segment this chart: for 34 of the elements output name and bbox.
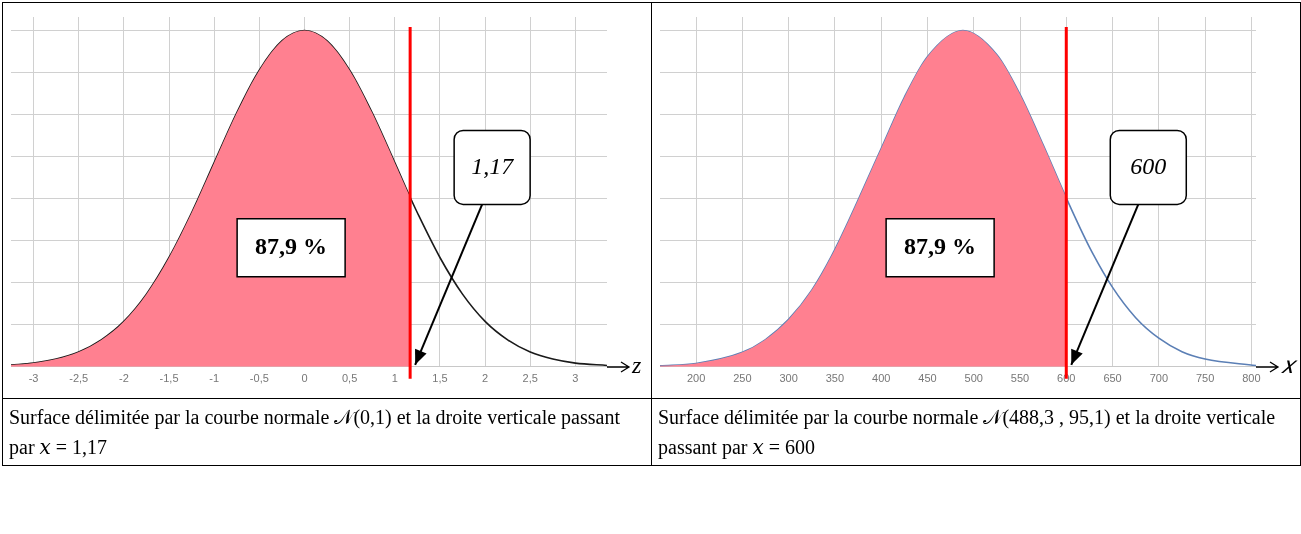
x-tick-label: -0,5 bbox=[249, 372, 269, 385]
x-tick-label: 0,5 bbox=[341, 372, 358, 385]
annotation: 600 bbox=[1130, 152, 1167, 179]
x-tick-label: -2 bbox=[118, 372, 129, 385]
x-axis-title: 𝑥 bbox=[1281, 352, 1298, 379]
x-tick-label: 800 bbox=[1242, 372, 1261, 385]
x-tick-label: 350 bbox=[825, 372, 845, 385]
x-tick-label: 650 bbox=[1103, 372, 1122, 385]
text: Surface délimitée par la courbe normale 𝒩(488,3 , 95,1) et la droite verticale passant par 𝑥 = 600 bbox=[658, 405, 1277, 461]
x-tick-label: 2,5 bbox=[522, 372, 538, 385]
x-tick-label: 1,5 bbox=[432, 372, 448, 385]
x-tick-label: -2,5 bbox=[69, 372, 89, 385]
x-tick-label: 600 bbox=[1057, 372, 1076, 385]
x-tick-label: 700 bbox=[1149, 372, 1169, 385]
x-tick-label: 550 bbox=[1010, 372, 1030, 385]
x-tick-label: 450 bbox=[918, 372, 937, 385]
x-tick-label: 300 bbox=[779, 372, 798, 385]
x-tick-label: -3 bbox=[28, 372, 39, 385]
x-axis-title: z bbox=[631, 352, 642, 379]
x-tick-label: 200 bbox=[686, 372, 706, 385]
x-tick-label: 250 bbox=[733, 372, 752, 385]
x-tick-label: -1,5 bbox=[159, 372, 179, 385]
text: Surface délimitée par la courbe normale 𝒩(0,1) et la droite verticale passant par 𝑥 = 1,17 bbox=[9, 405, 621, 461]
x-tick-label: 500 bbox=[964, 372, 983, 385]
annotation: 1,17 bbox=[471, 152, 515, 179]
x-tick-label: 0 bbox=[301, 372, 308, 385]
x-tick-label: 1 bbox=[391, 372, 398, 385]
x-tick-label: -1 bbox=[209, 372, 220, 385]
x-tick-label: 3 bbox=[572, 372, 579, 385]
annotation: 87,9 % bbox=[904, 233, 977, 260]
annotation: 87,9 % bbox=[255, 233, 328, 260]
x-tick-label: 400 bbox=[872, 372, 891, 385]
x-tick-label: 750 bbox=[1195, 372, 1215, 385]
x-tick-label: 2 bbox=[482, 372, 489, 385]
